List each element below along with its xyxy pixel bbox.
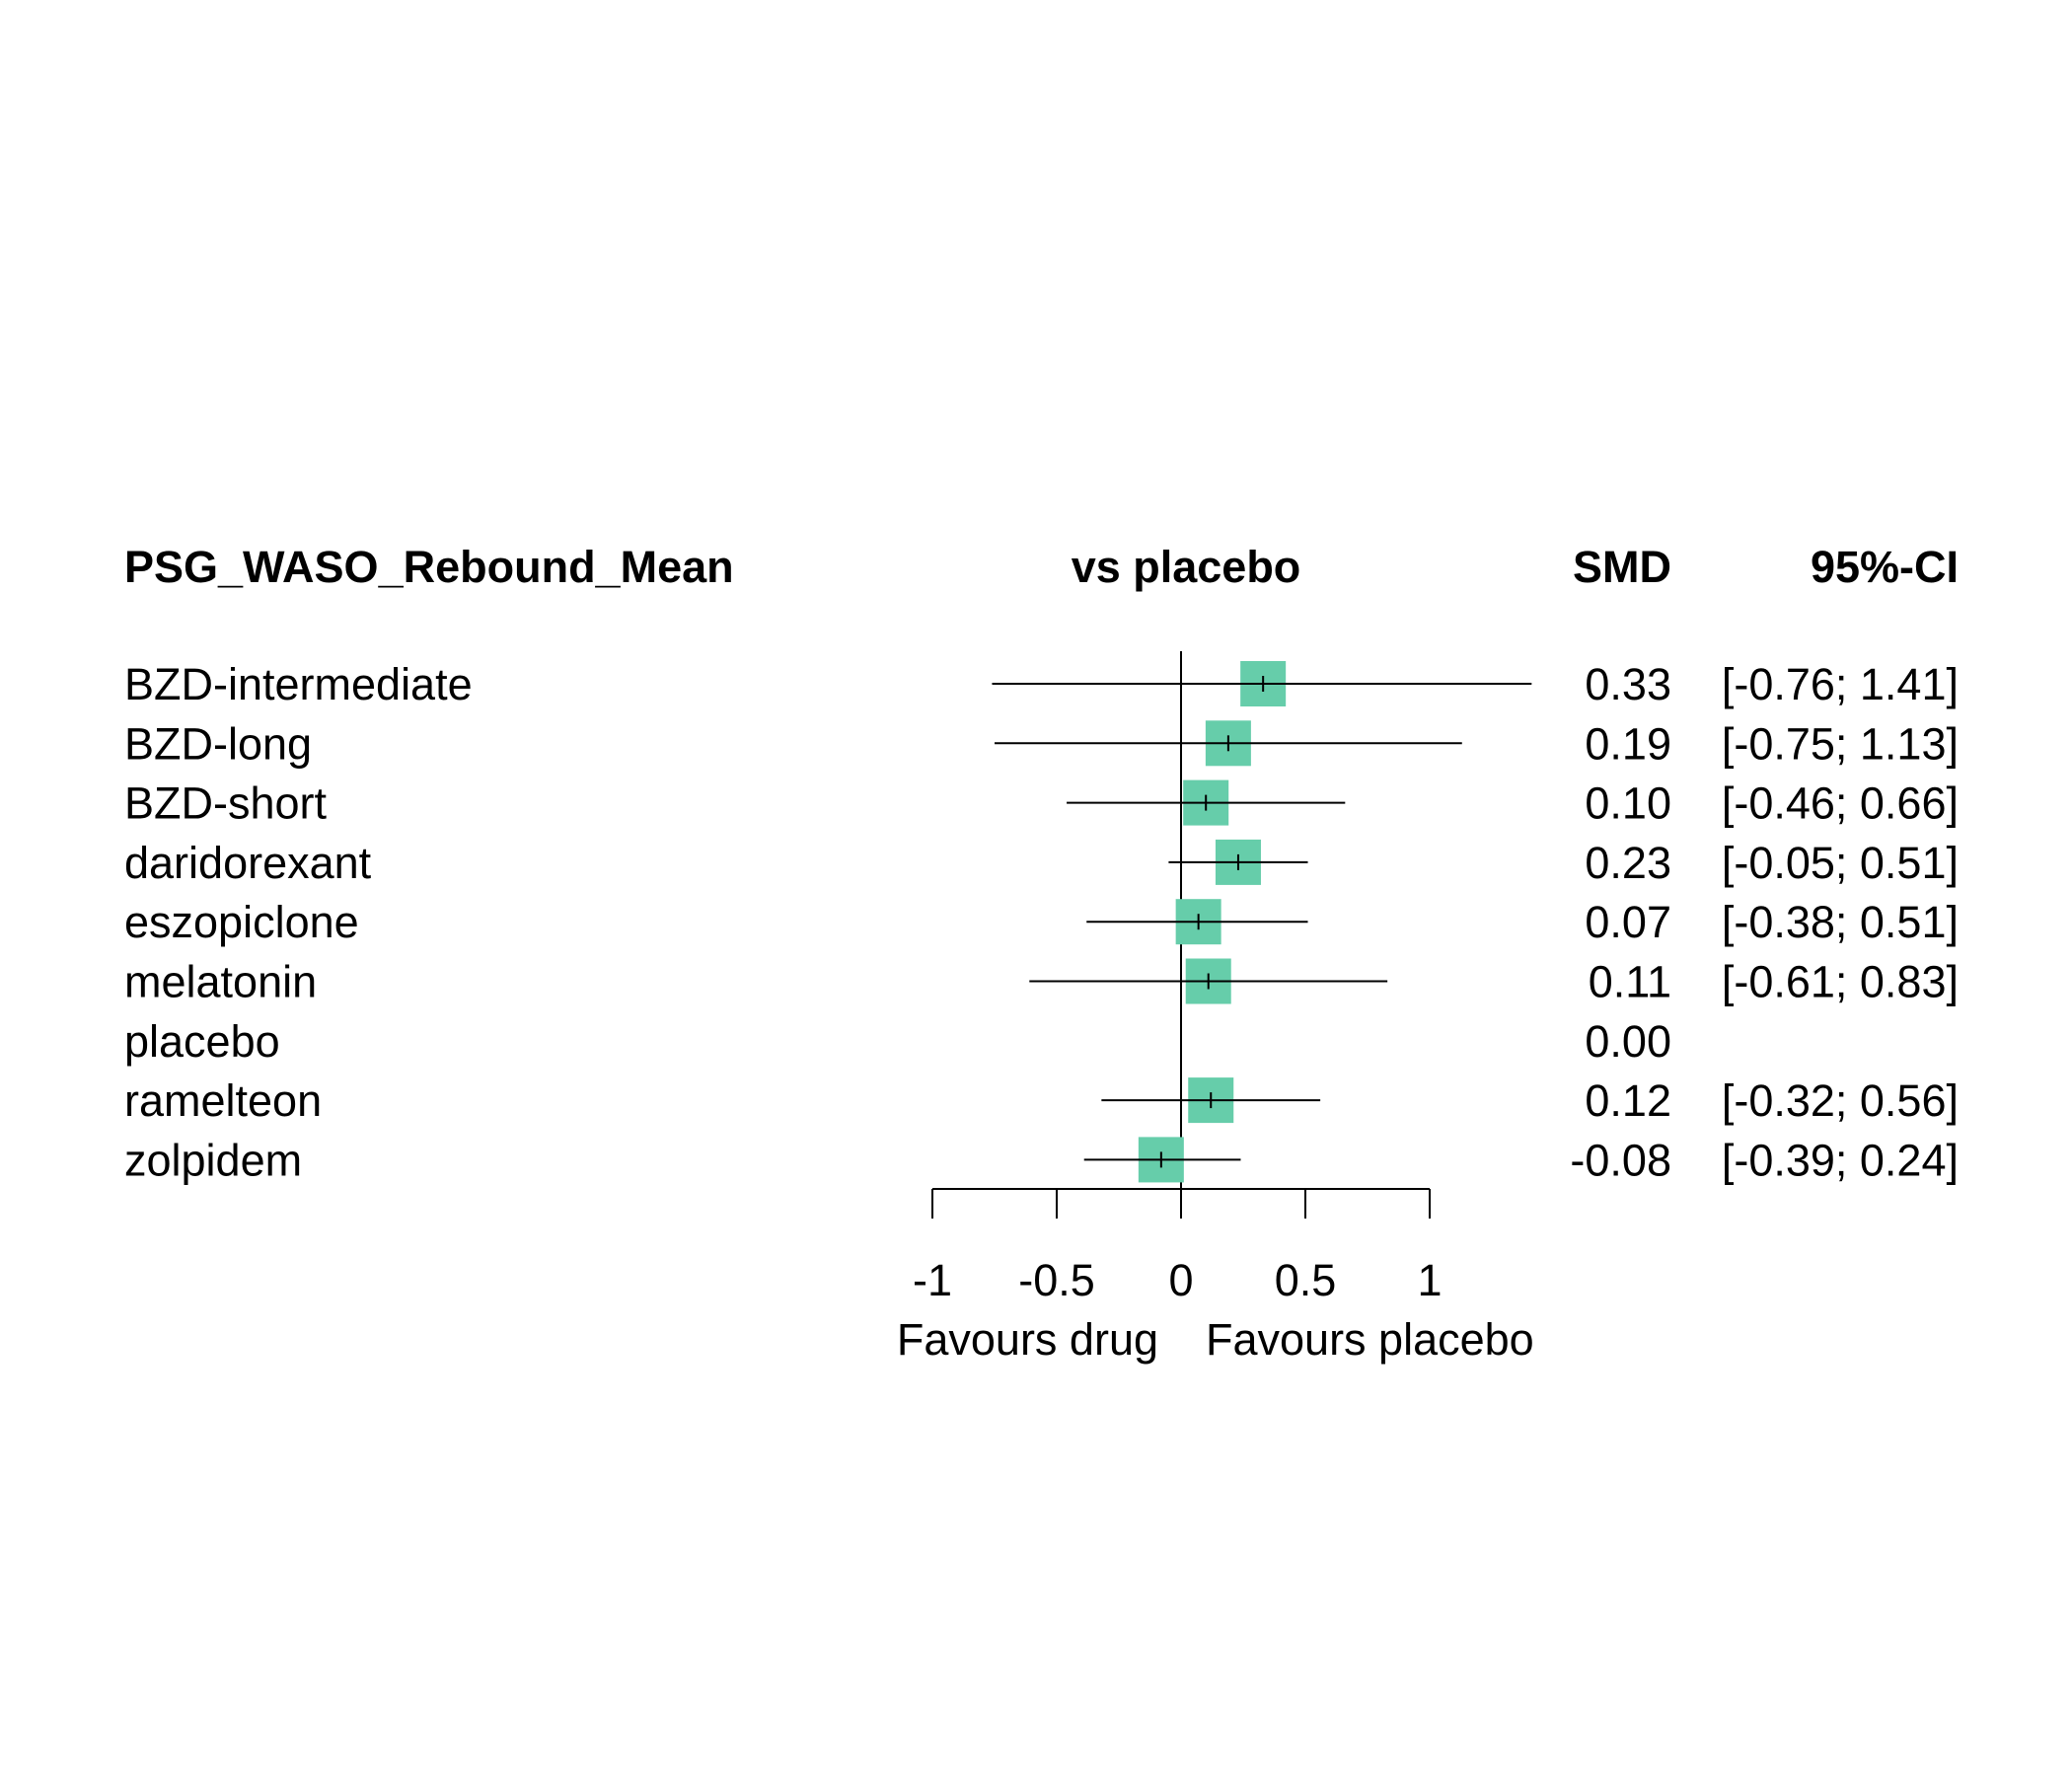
row-label: BZD-short xyxy=(124,778,328,829)
forest-row: placebo 0.00 xyxy=(124,1016,1671,1067)
forest-row: daridorexant 0.23 [-0.05; 0.51] xyxy=(124,838,1959,888)
forest-row: ramelteon 0.12 [-0.32; 0.56] xyxy=(124,1075,1959,1126)
smd-value: 0.12 xyxy=(1585,1075,1671,1126)
row-label: ramelteon xyxy=(124,1075,322,1126)
ci-value: [-0.05; 0.51] xyxy=(1722,838,1959,888)
ci-value: [-0.75; 1.13] xyxy=(1722,718,1959,769)
x-tick-label: 1 xyxy=(1417,1255,1442,1305)
forest-row: melatonin 0.11 [-0.61; 0.83] xyxy=(124,957,1959,1007)
xlabel-right: Favours placebo xyxy=(1206,1314,1534,1365)
forest-row: BZD-short 0.10 [-0.46; 0.66] xyxy=(124,778,1959,829)
x-tick-label: 0 xyxy=(1168,1255,1193,1305)
forest-row: eszopiclone 0.07 [-0.38; 0.51] xyxy=(124,897,1959,947)
row-label: melatonin xyxy=(124,957,317,1007)
header-plot: vs placebo xyxy=(1072,542,1301,592)
ci-value: [-0.76; 1.41] xyxy=(1722,659,1959,709)
forest-row: BZD-intermediate 0.33 [-0.76; 1.41] xyxy=(124,659,1959,709)
x-tick-label: -1 xyxy=(913,1255,952,1305)
smd-value: 0.11 xyxy=(1589,957,1671,1007)
row-label: eszopiclone xyxy=(124,897,359,947)
header-ci: 95%-CI xyxy=(1811,542,1959,592)
ci-value: [-0.39; 0.24] xyxy=(1722,1135,1959,1185)
row-label: BZD-long xyxy=(124,718,312,769)
x-axis: -1 -0.5 0 0.5 1 xyxy=(913,1188,1443,1305)
ci-value: [-0.61; 0.83] xyxy=(1722,957,1959,1007)
row-label: daridorexant xyxy=(124,838,372,888)
ci-value: [-0.46; 0.66] xyxy=(1722,778,1959,829)
ci-value: [-0.38; 0.51] xyxy=(1722,897,1959,947)
smd-value: -0.08 xyxy=(1570,1135,1671,1185)
smd-value: 0.07 xyxy=(1585,897,1671,947)
ci-value: [-0.32; 0.56] xyxy=(1722,1075,1959,1126)
forest-row: zolpidem -0.08 [-0.39; 0.24] xyxy=(124,1135,1959,1185)
row-label: placebo xyxy=(124,1016,280,1067)
row-label: BZD-intermediate xyxy=(124,659,473,709)
xlabel-left: Favours drug xyxy=(897,1314,1158,1365)
row-label: zolpidem xyxy=(124,1135,302,1185)
header-study: PSG_WASO_Rebound_Mean xyxy=(124,542,734,592)
rows-layer: BZD-intermediate 0.33 [-0.76; 1.41] BZD-lon… xyxy=(124,651,1959,1193)
smd-value: 0.23 xyxy=(1585,838,1671,888)
forest-row: BZD-long 0.19 [-0.75; 1.13] xyxy=(124,718,1959,769)
header-effect: SMD xyxy=(1573,542,1671,592)
smd-value: 0.33 xyxy=(1585,659,1671,709)
x-tick-label: 0.5 xyxy=(1275,1255,1337,1305)
smd-value: 0.00 xyxy=(1585,1016,1671,1067)
smd-value: 0.10 xyxy=(1585,778,1671,829)
smd-value: 0.19 xyxy=(1585,718,1671,769)
x-tick-label: -0.5 xyxy=(1018,1255,1095,1305)
